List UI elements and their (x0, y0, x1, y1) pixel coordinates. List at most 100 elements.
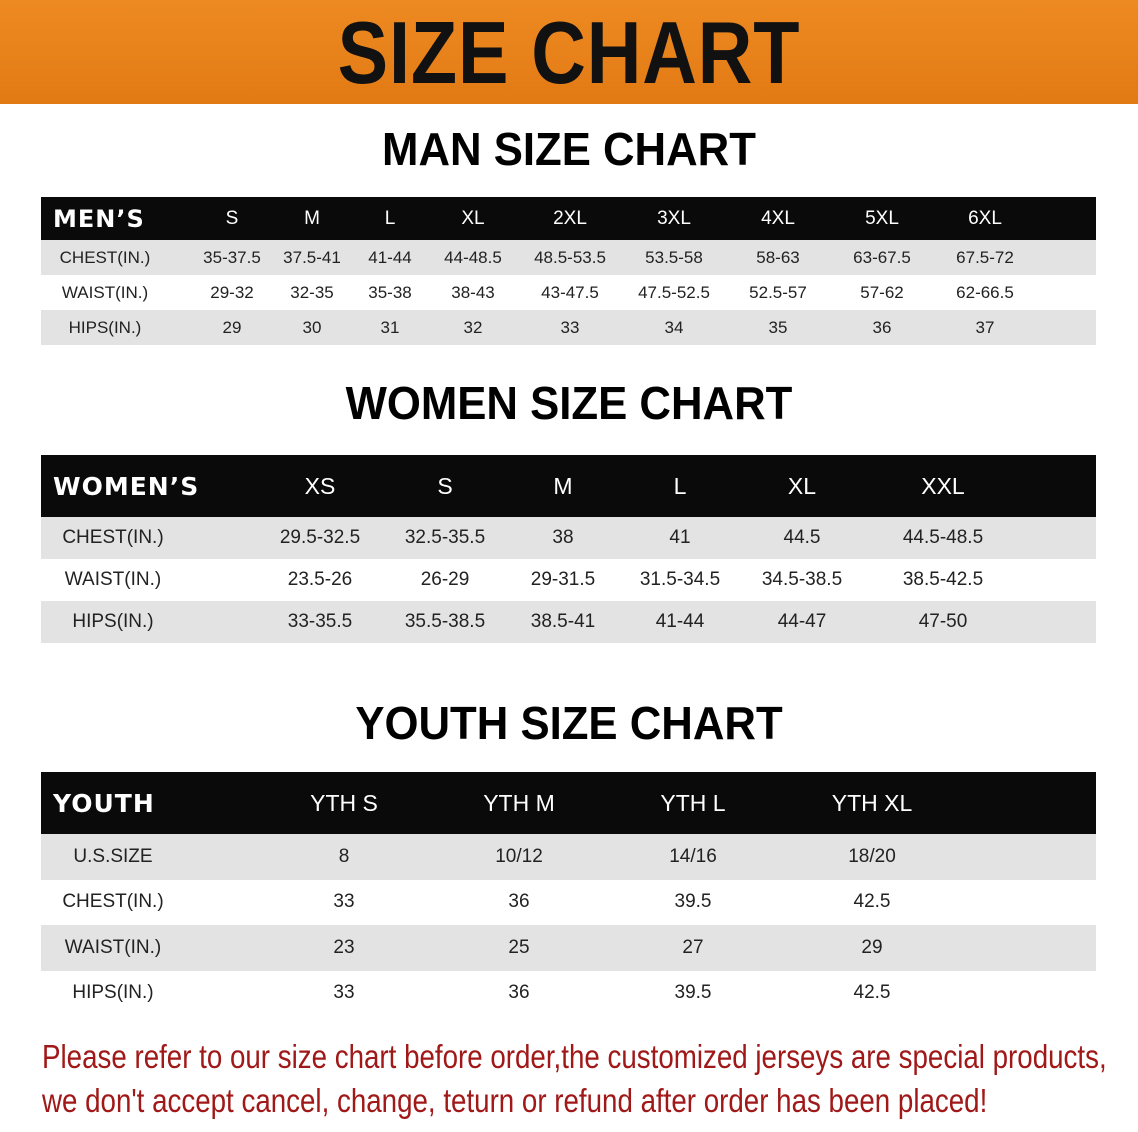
table-cell: 47-50 (918, 611, 968, 632)
table-cell: 8 (338, 845, 350, 867)
table-cell: 14/16 (669, 845, 717, 867)
table-cell: 35 (768, 317, 788, 337)
header-label: WOMEN’S (53, 471, 200, 501)
table-cell: 31.5-34.5 (639, 569, 721, 590)
table-row: WAIST(IN.) 23 25 27 29 (41, 925, 1096, 971)
men-section-title: MAN SIZE CHART (382, 123, 756, 175)
size-column-header: XL (787, 472, 817, 499)
table-row: U.S.SIZE 8 10/12 14/16 18/20 (41, 834, 1096, 880)
header-label: MEN’S (53, 204, 145, 233)
row-label: WAIST(IN.) (64, 569, 162, 590)
row-label: U.S.SIZE (73, 845, 153, 867)
size-column-header: M (553, 472, 573, 499)
table-cell: 33 (333, 891, 355, 913)
table-cell: 57-62 (860, 282, 904, 302)
table-cell: 35.5-38.5 (404, 611, 486, 632)
table-cell: 25 (508, 936, 530, 958)
size-column-header: S (437, 472, 453, 499)
size-column-header: 2XL (553, 207, 587, 229)
table-cell: 42.5 (853, 891, 891, 913)
women-section-title: WOMEN SIZE CHART (345, 377, 793, 429)
table-row: WAIST(IN.) 29-32 32-35 35-38 38-43 43-47.5 47.… (41, 275, 1096, 310)
banner-title: SIZE CHART (337, 3, 801, 102)
table-cell: 29.5-32.5 (279, 527, 361, 548)
table-row: HIPS(IN.) 33 36 39.5 42.5 (41, 970, 1096, 1016)
header-label: YOUTH (53, 788, 155, 818)
table-header-row: WOMEN’S XS S M L XL XXL (41, 455, 1096, 517)
table-cell: 39.5 (674, 982, 712, 1004)
table-cell: 47.5-52.5 (638, 282, 710, 302)
table-cell: 26-29 (420, 569, 470, 590)
table-cell: 58-63 (756, 247, 800, 267)
women-size-table: WOMEN’S XS S M L XL XXL CHEST(IN.) 29.5-32.5 32.5… (41, 455, 1096, 643)
table-cell: 10/12 (495, 845, 543, 867)
row-label: WAIST(IN.) (61, 282, 149, 302)
table-cell: 34 (664, 317, 684, 337)
row-label: CHEST(IN.) (62, 891, 164, 913)
size-column-header: YTH S (310, 789, 378, 816)
table-cell: 33-35.5 (287, 611, 353, 632)
table-cell: 62-66.5 (956, 282, 1014, 302)
table-cell: 35-38 (368, 282, 412, 302)
table-cell: 37.5-41 (283, 247, 341, 267)
table-cell: 48.5-53.5 (534, 247, 606, 267)
table-row: WAIST(IN.) 23.5-26 26-29 29-31.5 31.5-34.5 34… (41, 559, 1096, 601)
size-column-header: L (384, 207, 396, 229)
table-cell: 31 (380, 317, 400, 337)
banner: SIZE CHART (0, 0, 1138, 104)
youth-section-title: YOUTH SIZE CHART (355, 697, 783, 749)
table-cell: 41-44 (368, 247, 412, 267)
size-column-header: 6XL (968, 207, 1002, 229)
table-cell: 38-43 (451, 282, 495, 302)
row-label: CHEST(IN.) (59, 247, 151, 267)
table-cell: 42.5 (853, 982, 891, 1004)
table-cell: 52.5-57 (749, 282, 807, 302)
table-cell: 36 (508, 982, 530, 1004)
table-cell: 63-67.5 (853, 247, 911, 267)
table-row: CHEST(IN.) 35-37.5 37.5-41 41-44 44-48.5 48.5… (41, 240, 1096, 275)
size-column-header: YTH L (660, 789, 726, 816)
table-cell: 23.5-26 (287, 569, 353, 590)
table-cell: 18/20 (848, 845, 896, 867)
table-cell: 23 (333, 936, 355, 958)
table-cell: 41-44 (655, 611, 705, 632)
table-cell: 67.5-72 (956, 247, 1014, 267)
notice-line-2: we don't accept cancel, change, teturn o… (42, 1082, 988, 1119)
row-label: WAIST(IN.) (64, 936, 162, 958)
table-cell: 53.5-58 (645, 247, 703, 267)
size-column-header: S (225, 207, 239, 229)
table-cell: 29 (222, 317, 242, 337)
row-label: HIPS(IN.) (72, 982, 154, 1004)
size-column-header: XXL (921, 472, 965, 499)
table-cell: 36 (508, 891, 530, 913)
table-cell: 32 (463, 317, 483, 337)
table-cell: 38.5-41 (530, 611, 596, 632)
table-cell: 34.5-38.5 (761, 569, 843, 590)
table-cell: 29-31.5 (530, 569, 596, 590)
size-column-header: XL (461, 207, 485, 229)
table-row: CHEST(IN.) 33 36 39.5 42.5 (41, 879, 1096, 925)
table-cell: 44.5-48.5 (902, 527, 984, 548)
table-cell: 39.5 (674, 891, 712, 913)
size-column-header: 4XL (761, 207, 795, 229)
row-label: HIPS(IN.) (72, 611, 154, 632)
table-cell: 33 (333, 982, 355, 1004)
table-cell: 44-48.5 (444, 247, 502, 267)
table-cell: 37 (975, 317, 995, 337)
size-column-header: YTH XL (831, 789, 913, 816)
table-header-row: MEN’S S M L XL 2XL 3XL 4XL 5XL 6XL (41, 197, 1096, 240)
table-cell: 43-47.5 (541, 282, 599, 302)
row-label: CHEST(IN.) (62, 527, 164, 548)
table-cell: 30 (302, 317, 322, 337)
row-label: HIPS(IN.) (68, 317, 142, 337)
table-cell: 33 (560, 317, 580, 337)
table-cell: 32.5-35.5 (404, 527, 486, 548)
table-cell: 44-47 (777, 611, 827, 632)
table-row: HIPS(IN.) 33-35.5 35.5-38.5 38.5-41 41-44 44-… (41, 601, 1096, 643)
table-cell: 44.5 (783, 527, 821, 548)
size-column-header: 3XL (657, 207, 691, 229)
table-row: CHEST(IN.) 29.5-32.5 32.5-35.5 38 41 44.5 44.5… (41, 517, 1096, 559)
table-cell: 41 (669, 527, 691, 548)
table-cell: 35-37.5 (203, 247, 261, 267)
table-cell: 29 (861, 936, 883, 958)
